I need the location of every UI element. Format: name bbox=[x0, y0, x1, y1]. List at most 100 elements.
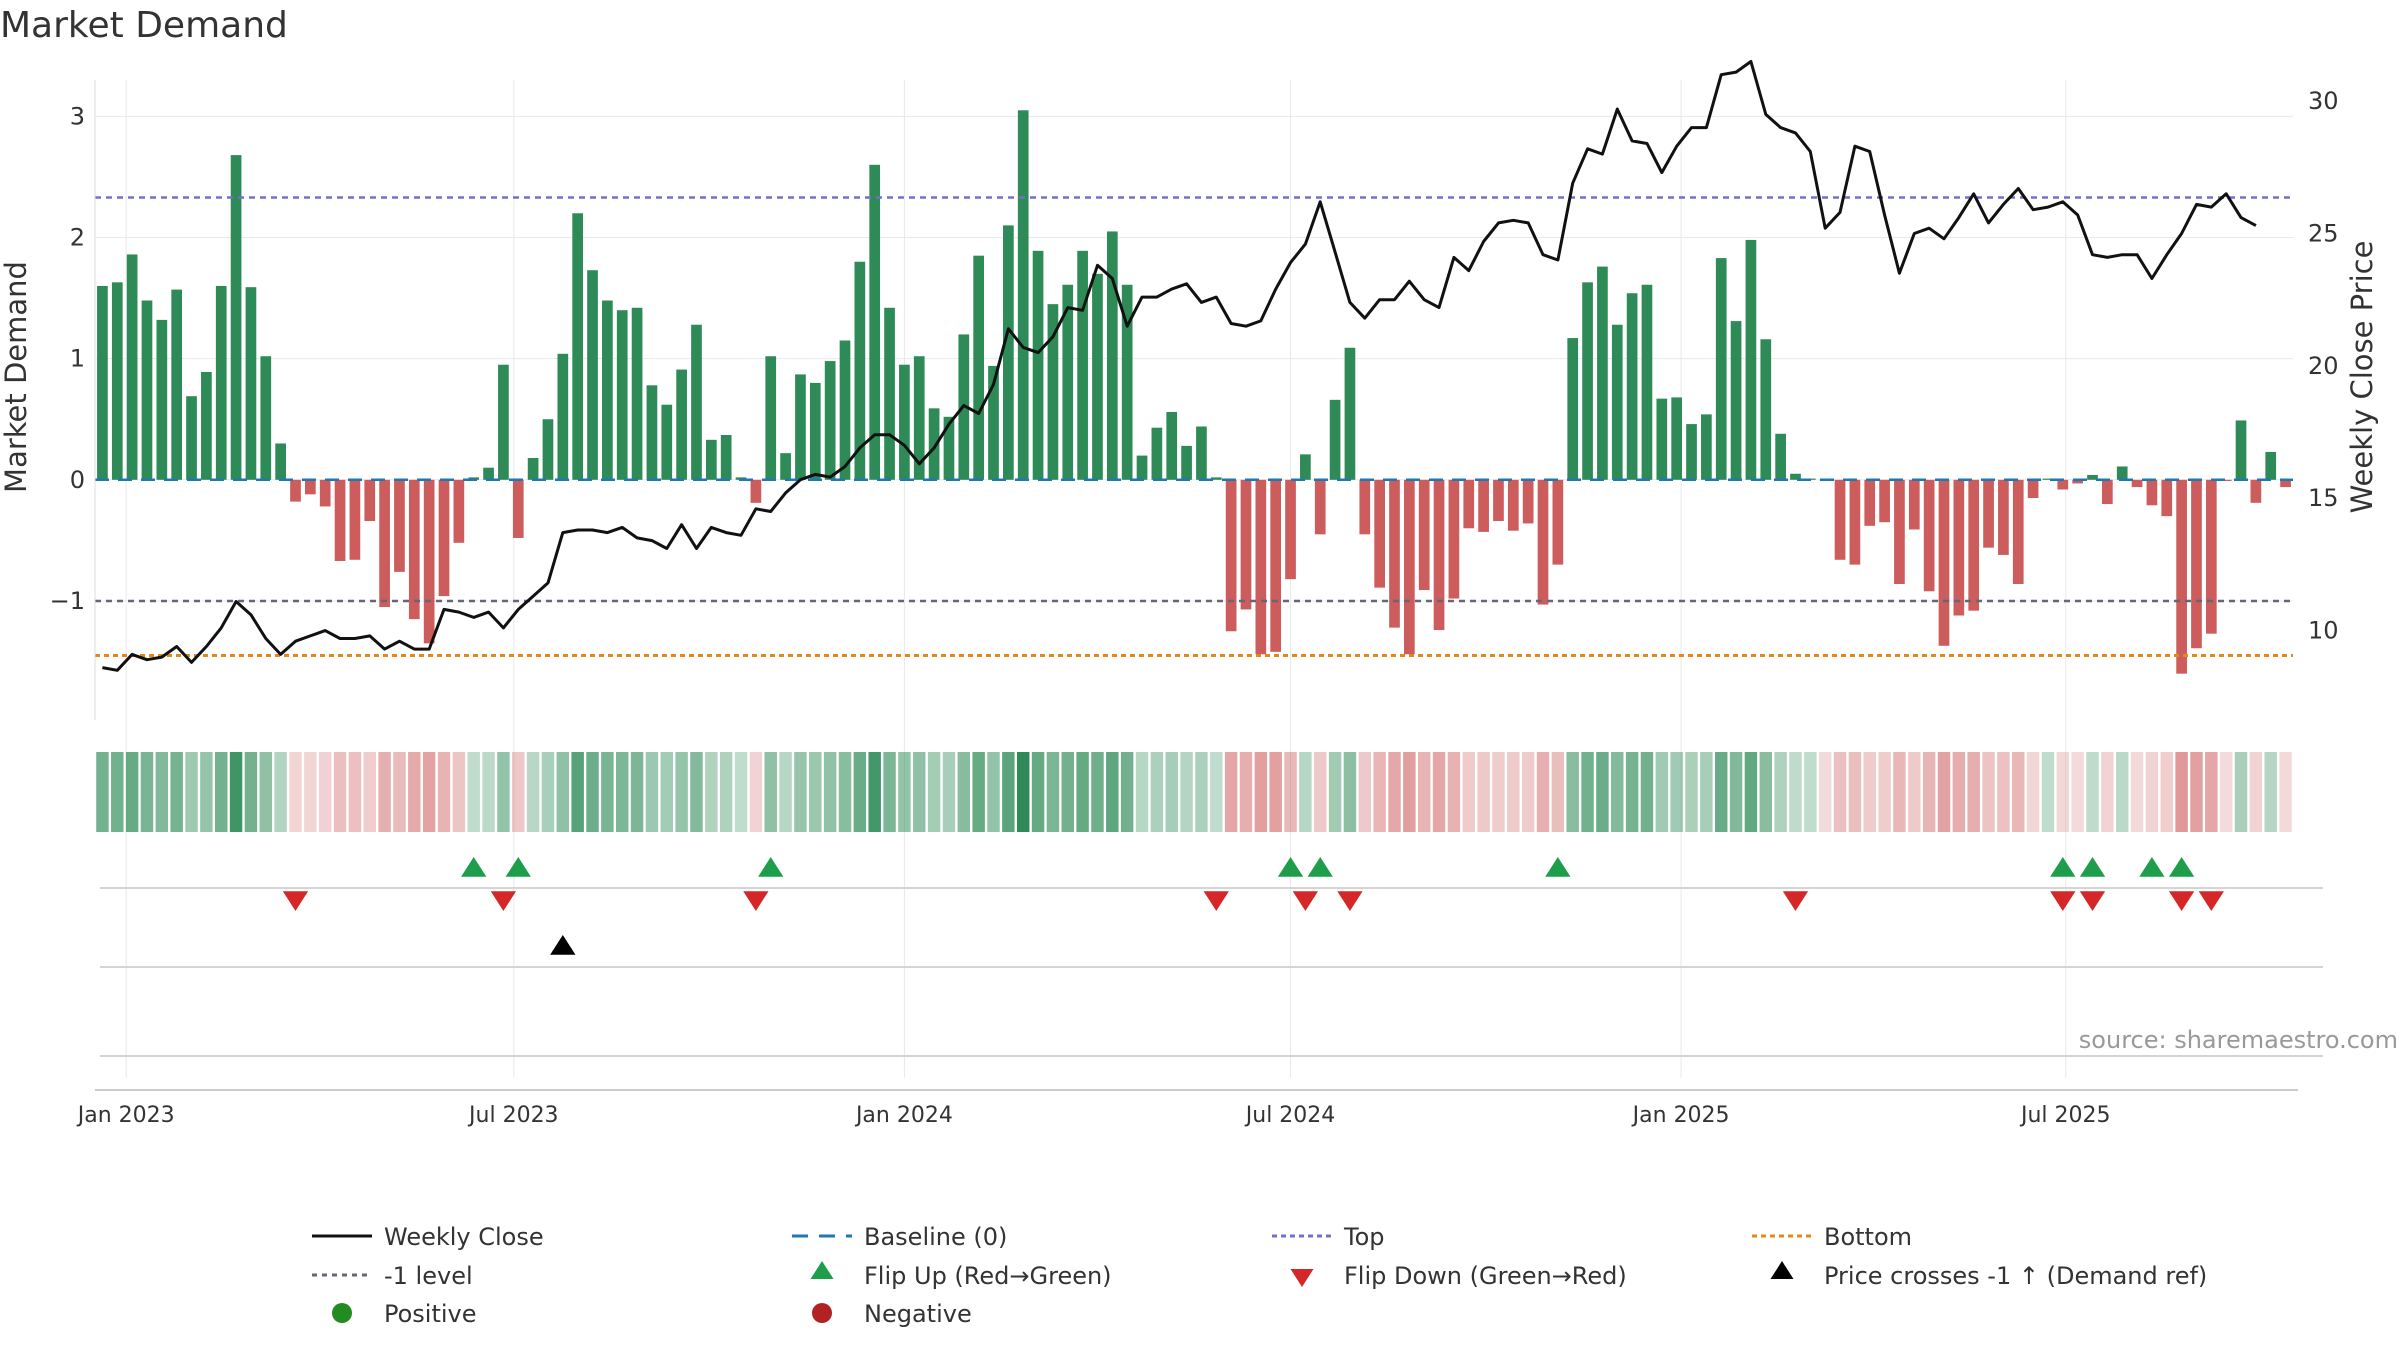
heat-cell bbox=[1388, 752, 1401, 832]
negative-bar bbox=[1522, 479, 1534, 524]
negative-bar bbox=[2027, 479, 2039, 498]
heat-cell bbox=[1254, 752, 1268, 832]
positive-bar bbox=[2116, 466, 2128, 480]
heat-cell bbox=[1358, 752, 1372, 832]
heat-cell bbox=[2056, 752, 2070, 832]
heat-cell bbox=[1002, 752, 1015, 832]
flip-up-marker bbox=[2139, 857, 2165, 877]
heat-cell bbox=[972, 752, 985, 832]
negative-bar bbox=[1923, 479, 1935, 592]
positive-bar bbox=[1671, 397, 1683, 480]
positive-bar bbox=[705, 439, 717, 480]
heat-cell bbox=[1269, 752, 1282, 832]
heat-cell bbox=[2219, 752, 2233, 832]
weekly-close-line bbox=[102, 60, 2257, 672]
heat-cell bbox=[1328, 752, 1342, 832]
positive-bar bbox=[869, 164, 881, 480]
positive-bar bbox=[111, 282, 123, 480]
flip-up-marker bbox=[505, 857, 531, 877]
positive-bar bbox=[1151, 427, 1163, 480]
y2-tick-label: 30 bbox=[2308, 87, 2339, 115]
positive-bar bbox=[1344, 347, 1356, 480]
legend-item-top: Top bbox=[1272, 1223, 1385, 1251]
positive-bar bbox=[2087, 474, 2098, 480]
legend-item-baseline: Baseline (0) bbox=[792, 1223, 1007, 1251]
positive-bar bbox=[245, 287, 257, 480]
legend-item-bottom: Bottom bbox=[1752, 1223, 1912, 1251]
heat-cell bbox=[1373, 752, 1386, 832]
negative-bar bbox=[1983, 479, 1994, 548]
positive-bar bbox=[839, 340, 851, 480]
negative-bar bbox=[2146, 479, 2158, 506]
negative-bar bbox=[1879, 479, 1890, 523]
positive-bar bbox=[854, 261, 866, 480]
positive-bar bbox=[1300, 454, 1311, 480]
flip-up-marker bbox=[758, 857, 784, 877]
positive-bar bbox=[1597, 266, 1608, 480]
positive-bar bbox=[542, 419, 554, 480]
heat-cell bbox=[2071, 752, 2084, 832]
positive-bar bbox=[809, 382, 821, 480]
positive-bar bbox=[988, 365, 999, 480]
chart-title: Market Demand bbox=[0, 5, 288, 46]
negative-bar bbox=[304, 479, 316, 495]
heat-cell bbox=[1210, 752, 1223, 832]
flip-up-marker bbox=[1545, 857, 1571, 877]
legend-swatch-price-cross bbox=[1770, 1261, 1794, 1279]
heat-cell bbox=[1937, 752, 1951, 832]
heat-cell bbox=[675, 752, 688, 832]
negative-bar bbox=[1389, 479, 1400, 628]
negative-bar bbox=[453, 479, 465, 543]
heat-cell bbox=[215, 752, 228, 832]
heat-cell bbox=[1150, 752, 1164, 832]
heat-cell bbox=[1031, 752, 1045, 832]
positive-bar bbox=[1715, 258, 1727, 480]
positive-bar bbox=[1196, 426, 1207, 480]
positive-bar bbox=[616, 310, 628, 480]
positive-bar bbox=[527, 458, 539, 480]
heat-cell bbox=[883, 752, 896, 832]
positive-bar bbox=[2265, 451, 2277, 480]
negative-bar bbox=[2205, 479, 2217, 634]
positive-bar bbox=[631, 307, 643, 480]
positive-bar bbox=[1210, 477, 1222, 480]
y-tick-label: 2 bbox=[70, 224, 85, 252]
heat-cell bbox=[927, 752, 941, 832]
heat-cell bbox=[467, 752, 480, 832]
legend-label-negative: Negative bbox=[864, 1300, 972, 1328]
heat-cell bbox=[140, 752, 154, 832]
flip-down-marker bbox=[2050, 891, 2076, 911]
heat-cell bbox=[1180, 752, 1193, 832]
positive-bar bbox=[1136, 455, 1148, 480]
heat-cell bbox=[601, 752, 614, 832]
heat-cell bbox=[1091, 752, 1104, 832]
positive-bar bbox=[899, 364, 910, 480]
positive-bar bbox=[483, 467, 494, 480]
negative-bar bbox=[750, 479, 762, 503]
negative-bar bbox=[2161, 479, 2173, 517]
negative-bar bbox=[1240, 479, 1252, 610]
heat-cell bbox=[125, 752, 139, 832]
positive-bar bbox=[1775, 433, 1786, 480]
positive-bar bbox=[587, 270, 598, 480]
heat-cell bbox=[452, 752, 466, 832]
legend-label-bottom: Bottom bbox=[1824, 1223, 1912, 1251]
heat-cell bbox=[363, 752, 376, 832]
heat-cell bbox=[1611, 752, 1624, 832]
positive-bar bbox=[572, 213, 584, 480]
heat-cell bbox=[1284, 752, 1297, 832]
positive-bar bbox=[201, 371, 212, 480]
heat-cell bbox=[1759, 752, 1773, 832]
positive-bar bbox=[1121, 284, 1133, 480]
negative-bar bbox=[2102, 479, 2113, 505]
negative-bar bbox=[1433, 479, 1445, 631]
negative-bar bbox=[1552, 479, 1564, 565]
positive-bar bbox=[1166, 411, 1178, 480]
heat-cell bbox=[823, 752, 837, 832]
x-tick-label: Jul 2025 bbox=[2019, 1103, 2111, 1128]
positive-bar bbox=[2235, 420, 2247, 480]
legend-item-flip-up: Flip Up (Red→Green) bbox=[810, 1261, 1112, 1290]
heat-cell bbox=[482, 752, 495, 832]
heat-cell bbox=[719, 752, 733, 832]
